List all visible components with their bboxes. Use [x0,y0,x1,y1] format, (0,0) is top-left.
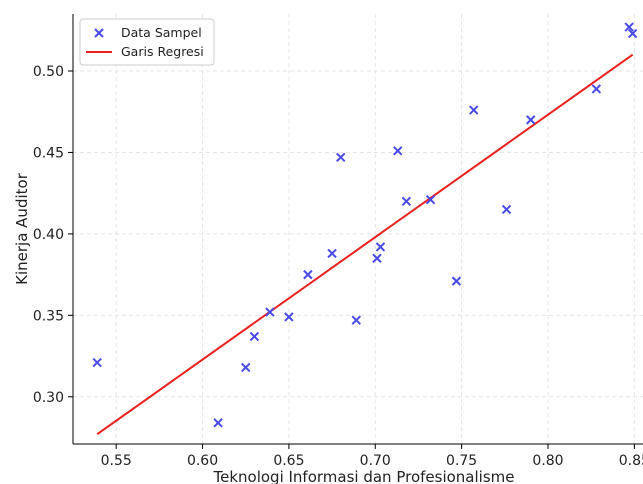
data-point-stroke [401,196,412,207]
data-point-stroke [591,84,602,94]
data-point-stroke [375,242,386,252]
x-tick-label: 0.80 [532,453,563,469]
data-point [451,276,462,286]
x-axis-title: Teknologi Informasi dan Profesionalisme [212,468,514,484]
data-point-stroke [351,315,361,325]
data-point-stroke [526,115,536,125]
data-point [393,146,403,156]
data-point [265,307,275,317]
data-point-stroke [372,253,382,264]
x-tick-label: 0.55 [101,453,132,469]
data-point-stroke [451,276,462,286]
regression-line-layer [96,53,634,436]
y-tick-label: 0.30 [33,390,64,406]
data-point-stroke [425,194,436,205]
data-point [591,84,602,94]
x-tick-label: 0.85 [619,453,643,469]
y-tick-label: 0.40 [33,227,64,243]
data-point [92,357,102,368]
data-point-stroke [336,152,346,163]
data-point [213,418,223,428]
x-tick-label: 0.60 [187,453,218,469]
data-point-stroke [92,357,102,368]
data-point [375,242,386,252]
data-point [401,196,412,207]
x-tick-label: 0.75 [446,453,477,469]
x-tick-label: 0.65 [273,453,304,469]
axes [68,14,643,449]
y-tick-label: 0.35 [33,308,64,324]
data-point [627,28,638,39]
legend-label-data-sampel: Data Sampel [121,25,202,40]
data-point-stroke [501,204,512,215]
legend: Data Sampel Garis Regresi [79,18,215,66]
data-point-stroke [469,105,479,115]
data-point-stroke [213,418,223,428]
legend-box [79,18,215,66]
data-point [624,22,634,32]
data-point-stroke [249,331,260,342]
data-point [372,253,382,264]
data-point-stroke [284,312,294,322]
y-tick-label: 0.50 [33,64,64,80]
data-point-stroke [627,28,638,39]
data-point-stroke [624,22,634,32]
grid [73,14,643,444]
tick-labels: 0.55 0.60 0.65 0.70 0.75 0.80 0.85 0.30 0.35 0.40… [33,64,643,469]
data-point [303,269,313,280]
legend-marker-data-sampel [94,28,104,38]
data-point-stroke [327,248,337,259]
data-point [425,194,436,205]
data-point [526,115,536,125]
data-point [241,362,251,373]
x-tick-label: 0.70 [360,453,391,469]
data-point-stroke [393,146,403,156]
y-tick-label: 0.45 [33,145,64,161]
data-point-stroke [241,362,251,373]
data-point [351,315,361,325]
data-point [327,248,337,259]
data-point [249,331,260,342]
data-point [284,312,294,322]
data-points-layer [92,22,638,428]
data-point-stroke [265,307,275,317]
regression-line [96,53,634,436]
data-point [336,152,346,163]
legend-label-garis-regresi: Garis Regresi [121,44,204,59]
data-point-stroke [303,269,313,280]
legend-x-stroke [94,28,104,38]
data-point [501,204,512,215]
y-axis-title: Kinerja Auditor [13,172,31,285]
data-point [469,105,479,115]
